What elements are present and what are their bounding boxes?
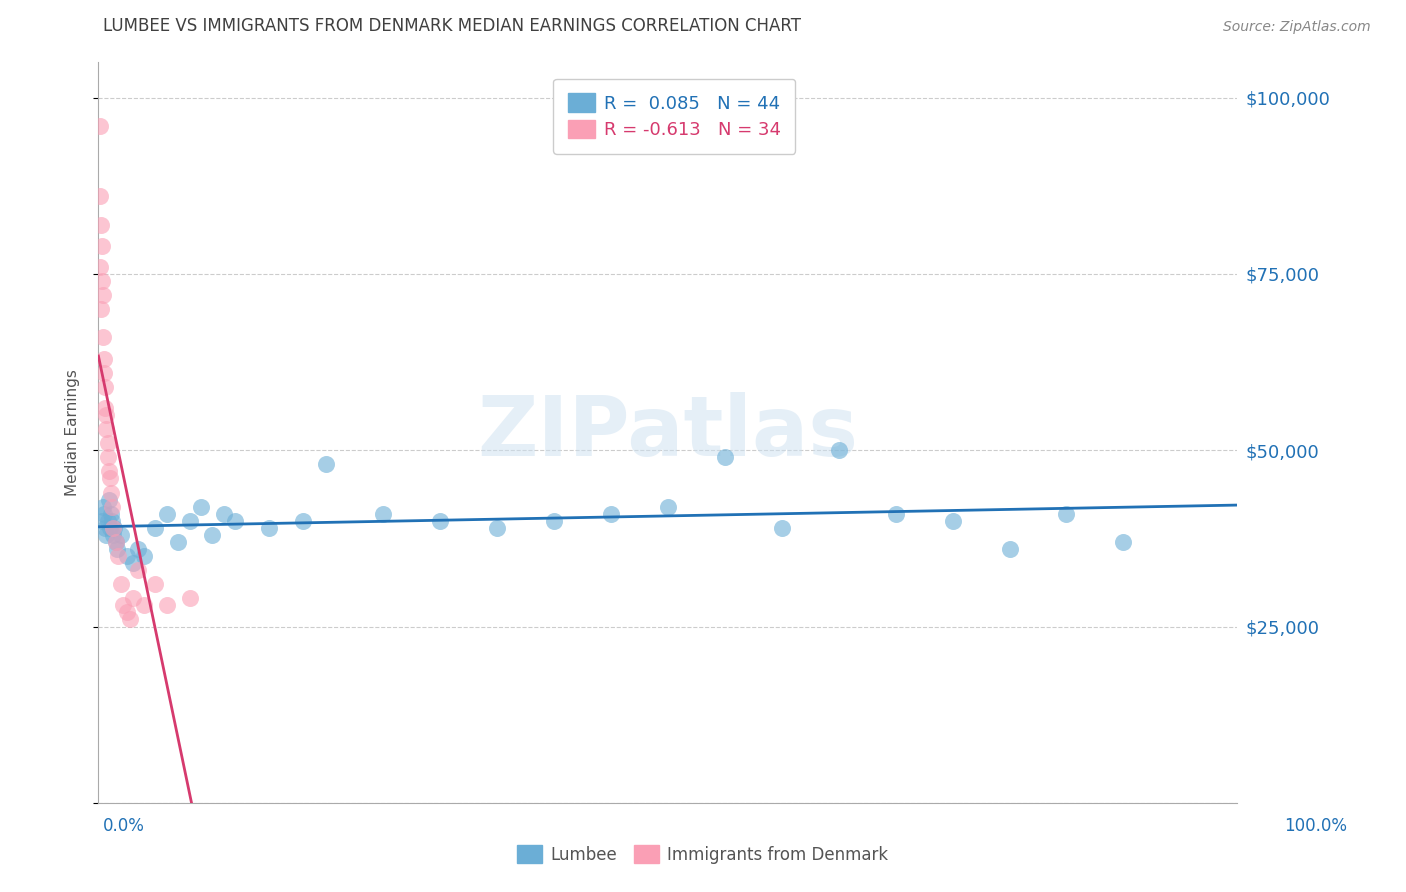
Point <box>600 507 623 521</box>
Y-axis label: Median Earnings: Median Earnings <box>65 369 80 496</box>
Point <box>90 239 112 253</box>
Point <box>212 507 235 521</box>
Point <box>110 577 132 591</box>
Point <box>1112 535 1135 549</box>
Point <box>105 541 128 556</box>
Point <box>103 528 125 542</box>
Point <box>89 260 111 274</box>
Point <box>103 521 125 535</box>
Point <box>93 351 115 366</box>
Text: ZIPatlas: ZIPatlas <box>478 392 858 473</box>
Point <box>96 408 118 422</box>
Point <box>942 514 965 528</box>
Point <box>120 612 142 626</box>
Point <box>100 485 122 500</box>
Point <box>429 514 451 528</box>
Point <box>115 606 138 620</box>
Point <box>103 521 125 535</box>
Point <box>132 549 155 563</box>
Legend: Lumbee, Immigrants from Denmark: Lumbee, Immigrants from Denmark <box>510 838 896 871</box>
Point <box>101 500 124 514</box>
Point <box>156 507 179 521</box>
Point <box>1054 507 1078 521</box>
Point <box>110 528 132 542</box>
Legend: R =  0.085   N = 44, R = -0.613   N = 34: R = 0.085 N = 44, R = -0.613 N = 34 <box>554 78 796 153</box>
Point <box>91 500 114 514</box>
Point <box>90 218 112 232</box>
Text: Source: ZipAtlas.com: Source: ZipAtlas.com <box>1223 21 1371 34</box>
Point <box>93 507 115 521</box>
Point <box>179 591 201 606</box>
Point <box>91 288 114 302</box>
Point <box>101 514 124 528</box>
Point <box>93 366 115 380</box>
Point <box>98 471 121 485</box>
Text: LUMBEE VS IMMIGRANTS FROM DENMARK MEDIAN EARNINGS CORRELATION CHART: LUMBEE VS IMMIGRANTS FROM DENMARK MEDIAN… <box>103 17 800 35</box>
Point <box>884 507 907 521</box>
Point <box>97 492 120 507</box>
Point <box>104 535 127 549</box>
Point <box>90 302 112 317</box>
Point <box>94 521 117 535</box>
Point <box>127 563 149 577</box>
Point <box>190 500 212 514</box>
Point <box>828 443 851 458</box>
Point <box>179 514 201 528</box>
Point <box>201 528 224 542</box>
Point <box>486 521 509 535</box>
Point <box>112 599 135 613</box>
Text: 100.0%: 100.0% <box>1284 817 1347 835</box>
Point <box>145 521 167 535</box>
Point <box>371 507 394 521</box>
Point <box>167 535 190 549</box>
Point <box>89 119 111 133</box>
Point <box>96 528 118 542</box>
Point <box>121 556 143 570</box>
Point <box>98 521 121 535</box>
Point <box>770 521 793 535</box>
Point <box>224 514 246 528</box>
Point <box>132 599 155 613</box>
Point <box>259 521 281 535</box>
Point <box>145 577 167 591</box>
Point <box>292 514 315 528</box>
Point <box>115 549 138 563</box>
Point <box>104 535 127 549</box>
Point <box>96 422 118 436</box>
Point <box>94 401 117 415</box>
Point <box>96 514 118 528</box>
Point <box>315 458 337 472</box>
Point <box>96 436 118 450</box>
Point <box>107 549 129 563</box>
Point <box>156 599 179 613</box>
Point <box>90 274 112 288</box>
Text: 0.0%: 0.0% <box>103 817 145 835</box>
Point <box>100 507 122 521</box>
Point <box>127 541 149 556</box>
Point <box>714 450 737 465</box>
Point <box>89 189 111 203</box>
Point <box>97 464 120 478</box>
Point <box>94 380 117 394</box>
Point <box>657 500 679 514</box>
Point <box>91 330 114 344</box>
Point <box>121 591 143 606</box>
Point <box>998 541 1021 556</box>
Point <box>96 450 118 465</box>
Point <box>90 514 112 528</box>
Point <box>543 514 565 528</box>
